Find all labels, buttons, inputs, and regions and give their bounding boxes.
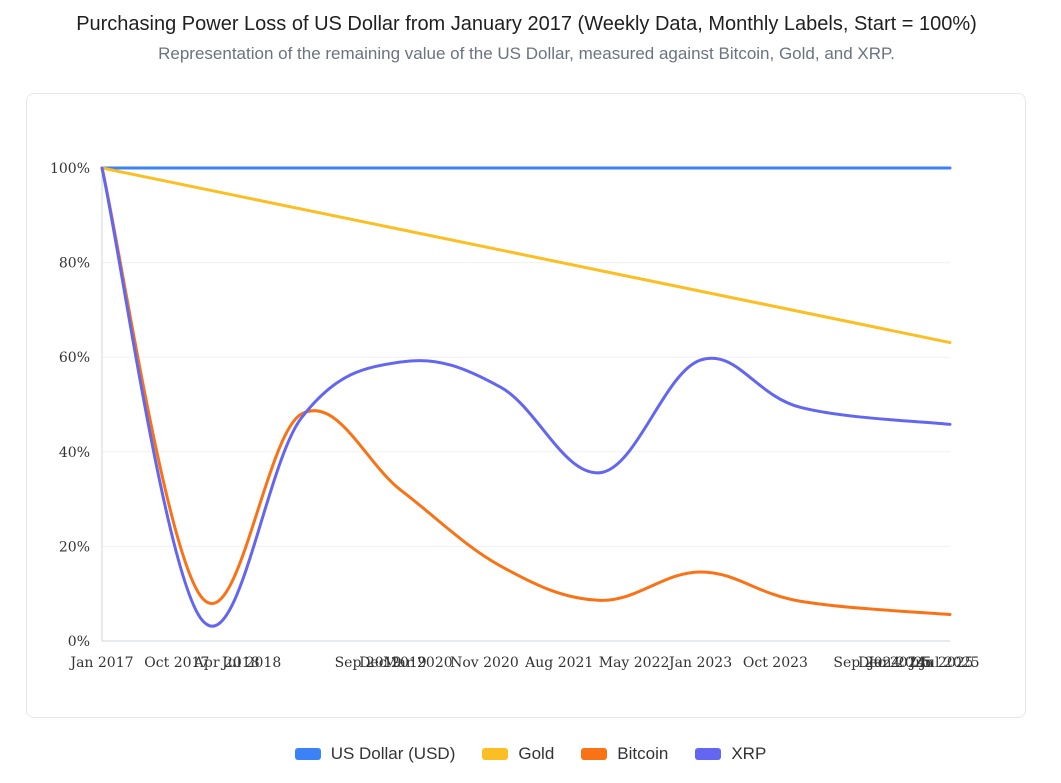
series-line-gold: [100, 166, 952, 345]
y-tick-label: 20%: [59, 539, 90, 555]
x-tick-label: Sep 2024: [833, 655, 900, 671]
legend-item[interactable]: Bitcoin: [581, 744, 668, 764]
legend-item[interactable]: XRP: [695, 744, 766, 764]
legend-swatch: [482, 748, 509, 760]
axes: [101, 168, 950, 642]
series-lines: [100, 166, 952, 628]
x-tick-label: Aug 2021: [524, 655, 593, 671]
chart-subtitle: Representation of the remaining value of…: [158, 44, 895, 63]
legend-label: Gold: [518, 744, 555, 763]
y-tick-label: 80%: [59, 256, 90, 272]
legend-swatch: [695, 748, 722, 760]
x-tick-label: Jan 2025: [867, 655, 932, 671]
x-tick-label: Jun 2025: [908, 655, 974, 671]
x-tick-label: Jul 2025: [918, 655, 979, 671]
chart-legend: US Dollar (USD) Gold Bitcoin XRP: [0, 744, 1061, 764]
x-tick-label: Jan 2023: [667, 655, 732, 671]
x-tick-label: Apr 2018: [193, 655, 260, 671]
series-line-xrp: [100, 166, 952, 628]
series-line-bitcoin: [100, 166, 952, 617]
legend-swatch: [294, 748, 321, 760]
y-tick-label: 40%: [59, 445, 90, 461]
legend-label: US Dollar (USD): [330, 744, 456, 763]
grid-lines: [102, 167, 950, 642]
y-tick-label: 0%: [68, 634, 90, 650]
legend-item[interactable]: US Dollar (USD): [294, 744, 456, 764]
x-tick-label: Jan 2017: [68, 655, 133, 671]
legend-swatch: [581, 748, 608, 760]
x-tick-label: May 2022: [599, 655, 670, 671]
x-tick-label: Mar 2020: [383, 655, 452, 671]
x-tick-label: Oct 2017: [144, 655, 209, 671]
legend-label: Bitcoin: [617, 744, 669, 763]
x-tick-label: Dec 2019: [359, 655, 426, 671]
x-tick-label: Oct 2023: [743, 655, 808, 671]
chart-title: Purchasing Power Loss of US Dollar from …: [76, 13, 977, 35]
x-tick-label: Dec 2024: [858, 655, 926, 671]
x-tick-label: Nov 2020: [450, 655, 519, 671]
x-tick-label: Sep 2019: [335, 655, 402, 671]
chart-card: [26, 93, 1026, 718]
legend-label: XRP: [731, 744, 767, 763]
legend-item[interactable]: Gold: [482, 744, 554, 764]
y-tick-label: 60%: [59, 350, 90, 366]
y-tick-label: 100%: [50, 161, 90, 177]
x-tick-label: Jul 2018: [220, 655, 281, 671]
